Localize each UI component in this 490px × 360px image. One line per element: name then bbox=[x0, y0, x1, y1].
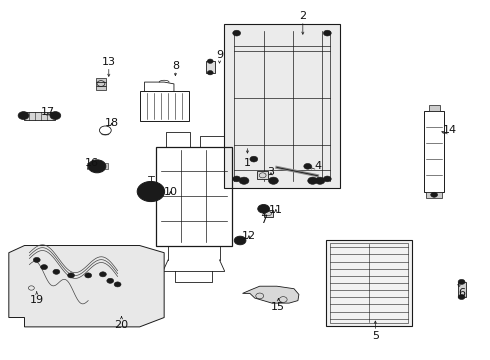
Circle shape bbox=[107, 278, 114, 283]
Bar bbox=[156, 147, 232, 246]
Bar bbox=[224, 24, 340, 188]
Bar bbox=[96, 78, 106, 82]
Bar bbox=[426, 192, 442, 198]
Text: 19: 19 bbox=[30, 294, 44, 305]
Circle shape bbox=[33, 257, 40, 262]
Circle shape bbox=[234, 236, 246, 245]
Circle shape bbox=[239, 177, 249, 184]
Circle shape bbox=[308, 177, 318, 184]
Text: 8: 8 bbox=[172, 60, 179, 71]
Circle shape bbox=[85, 273, 92, 278]
Bar bbox=[206, 61, 215, 73]
Circle shape bbox=[458, 279, 465, 284]
Circle shape bbox=[323, 176, 331, 182]
Text: 14: 14 bbox=[443, 125, 457, 135]
Circle shape bbox=[315, 177, 325, 184]
Circle shape bbox=[18, 112, 29, 120]
Bar bbox=[424, 111, 444, 192]
Text: 5: 5 bbox=[372, 330, 379, 341]
Polygon shape bbox=[243, 286, 299, 303]
Circle shape bbox=[88, 160, 106, 173]
Text: 7: 7 bbox=[260, 215, 267, 225]
Text: 13: 13 bbox=[102, 57, 116, 67]
Text: 11: 11 bbox=[269, 204, 283, 215]
Text: 17: 17 bbox=[41, 107, 55, 117]
Circle shape bbox=[458, 294, 465, 300]
Text: 10: 10 bbox=[164, 186, 177, 197]
Text: 18: 18 bbox=[105, 118, 119, 128]
Text: 15: 15 bbox=[271, 302, 285, 312]
Circle shape bbox=[250, 156, 258, 162]
Circle shape bbox=[68, 273, 74, 278]
Circle shape bbox=[233, 176, 241, 182]
Bar bbox=[24, 292, 39, 310]
Circle shape bbox=[41, 265, 48, 270]
Circle shape bbox=[258, 204, 270, 213]
Circle shape bbox=[323, 30, 331, 36]
Circle shape bbox=[137, 181, 165, 202]
Circle shape bbox=[207, 59, 213, 63]
Bar bbox=[326, 240, 412, 326]
Text: 2: 2 bbox=[299, 11, 306, 21]
Bar bbox=[96, 82, 106, 86]
Circle shape bbox=[304, 163, 312, 169]
Circle shape bbox=[53, 269, 60, 274]
Circle shape bbox=[431, 192, 438, 197]
Bar bbox=[96, 86, 106, 90]
Circle shape bbox=[269, 177, 278, 184]
Text: 3: 3 bbox=[268, 167, 274, 177]
Text: 12: 12 bbox=[242, 231, 256, 241]
Bar bbox=[24, 112, 55, 120]
Bar bbox=[87, 163, 91, 169]
Bar bbox=[140, 91, 189, 121]
Text: 1: 1 bbox=[244, 158, 251, 168]
Text: 4: 4 bbox=[314, 161, 321, 171]
Bar bbox=[458, 282, 466, 297]
Circle shape bbox=[50, 112, 61, 120]
Circle shape bbox=[207, 71, 213, 75]
Text: 9: 9 bbox=[216, 50, 223, 60]
Polygon shape bbox=[9, 246, 164, 327]
Bar bbox=[330, 243, 408, 323]
Circle shape bbox=[114, 282, 121, 287]
Circle shape bbox=[99, 272, 106, 277]
Circle shape bbox=[233, 30, 241, 36]
Text: 16: 16 bbox=[85, 158, 99, 168]
Bar bbox=[429, 105, 440, 111]
Text: 20: 20 bbox=[115, 320, 128, 330]
Bar bbox=[264, 210, 273, 217]
Bar bbox=[257, 171, 268, 179]
Bar bbox=[104, 163, 108, 169]
Text: 6: 6 bbox=[458, 288, 465, 298]
